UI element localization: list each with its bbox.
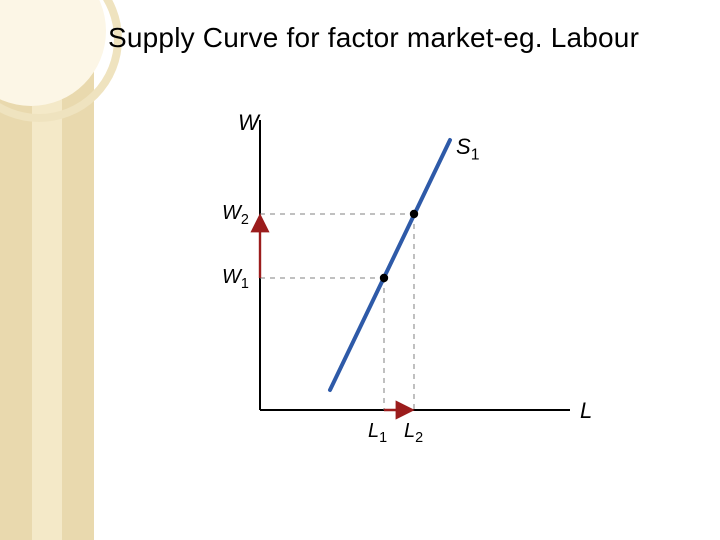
y-axis-label: W (238, 110, 259, 136)
x-tick-l1-var: L (368, 420, 379, 442)
curve-label-s1: S1 (456, 134, 480, 164)
corner-ring (0, 0, 122, 122)
x-tick-l2-sub: 2 (415, 430, 423, 446)
point-w2-l2 (410, 210, 418, 218)
slide-title: Supply Curve for factor market-eg. Labou… (108, 22, 639, 54)
y-tick-w1-var: W (222, 266, 241, 288)
supply-curve-chart: W W2 W1 S1 L1 L2 L (200, 110, 620, 470)
x-tick-l1-sub: 1 (379, 430, 387, 446)
curve-label-sub: 1 (471, 146, 480, 163)
x-tick-l1: L1 (368, 420, 387, 446)
curve-label-var: S (456, 134, 471, 159)
y-tick-w1-sub: 1 (241, 276, 249, 292)
x-tick-l2: L2 (404, 420, 423, 446)
chart-svg (200, 110, 620, 470)
y-tick-w1: W1 (222, 266, 249, 292)
slide: Supply Curve for factor market-eg. Labou… (0, 0, 720, 540)
x-tick-l2-var: L (404, 420, 415, 442)
supply-curve-s1 (330, 140, 450, 390)
y-tick-w2-var: W (222, 202, 241, 224)
y-tick-w2-sub: 2 (241, 212, 249, 228)
x-axis-label: L (580, 398, 592, 424)
y-tick-w2: W2 (222, 202, 249, 228)
side-decorative-strip (0, 0, 94, 540)
point-w1-l1 (380, 274, 388, 282)
